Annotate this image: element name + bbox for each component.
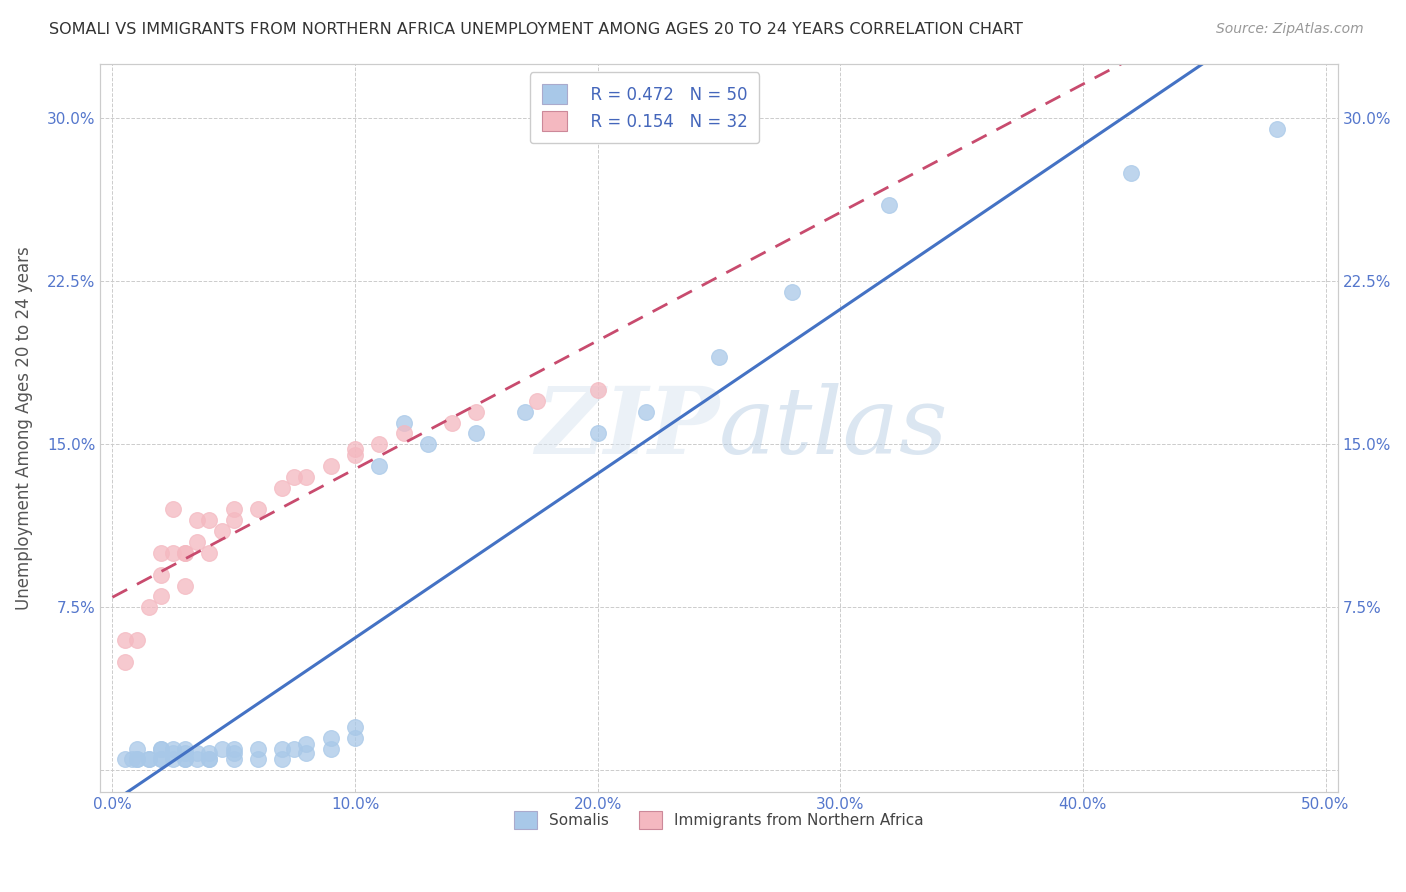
Point [198, 546, 221, 560]
Point [125, 752, 148, 766]
Point [198, 752, 221, 766]
Point [114, 632, 136, 647]
Point [149, 752, 172, 766]
Point [138, 600, 160, 615]
Point [162, 746, 184, 760]
Point [877, 198, 900, 212]
Point [149, 741, 172, 756]
Point [149, 752, 172, 766]
Point [186, 535, 208, 549]
Point [222, 513, 245, 527]
Point [149, 567, 172, 582]
Point [186, 513, 208, 527]
Point [174, 752, 197, 766]
Point [343, 731, 366, 745]
Point [295, 746, 318, 760]
Point [368, 437, 391, 451]
Point [138, 752, 160, 766]
Point [295, 470, 318, 484]
Point [271, 752, 294, 766]
Point [319, 741, 342, 756]
Point [114, 752, 136, 766]
Text: atlas: atlas [718, 383, 949, 473]
Text: ZIP: ZIP [534, 383, 718, 473]
Point [392, 426, 415, 441]
Point [465, 426, 488, 441]
Point [149, 741, 172, 756]
Point [125, 752, 148, 766]
Point [198, 746, 221, 760]
Point [271, 481, 294, 495]
Point [465, 405, 488, 419]
Point [211, 741, 233, 756]
Point [222, 741, 245, 756]
Point [174, 578, 197, 592]
Legend: Somalis, Immigrants from Northern Africa: Somalis, Immigrants from Northern Africa [508, 805, 931, 835]
Point [246, 752, 269, 766]
Point [162, 502, 184, 516]
Point [246, 502, 269, 516]
Point [526, 393, 548, 408]
Point [198, 513, 221, 527]
Point [283, 741, 305, 756]
Point [368, 458, 391, 473]
Point [295, 737, 318, 751]
Point [121, 752, 143, 766]
Point [271, 741, 294, 756]
Point [636, 405, 658, 419]
Point [1265, 122, 1288, 136]
Point [246, 741, 269, 756]
Point [198, 752, 221, 766]
Point [162, 752, 184, 766]
Point [138, 752, 160, 766]
Text: Source: ZipAtlas.com: Source: ZipAtlas.com [1216, 22, 1364, 37]
Point [441, 416, 464, 430]
Point [586, 383, 609, 397]
Point [186, 746, 208, 760]
Point [222, 752, 245, 766]
Point [343, 720, 366, 734]
Point [586, 426, 609, 441]
Point [149, 546, 172, 560]
Point [222, 746, 245, 760]
Point [283, 470, 305, 484]
Point [174, 546, 197, 560]
Point [125, 741, 148, 756]
Point [780, 285, 803, 300]
Point [319, 731, 342, 745]
Point [174, 746, 197, 760]
Point [707, 351, 730, 365]
Point [222, 502, 245, 516]
Point [174, 546, 197, 560]
Point [343, 448, 366, 462]
Point [416, 437, 439, 451]
Point [125, 632, 148, 647]
Point [149, 590, 172, 604]
Point [343, 442, 366, 456]
Y-axis label: Unemployment Among Ages 20 to 24 years: Unemployment Among Ages 20 to 24 years [15, 246, 32, 610]
Text: SOMALI VS IMMIGRANTS FROM NORTHERN AFRICA UNEMPLOYMENT AMONG AGES 20 TO 24 YEARS: SOMALI VS IMMIGRANTS FROM NORTHERN AFRIC… [49, 22, 1024, 37]
Point [162, 741, 184, 756]
Point [162, 546, 184, 560]
Point [392, 416, 415, 430]
Point [1121, 166, 1143, 180]
Point [174, 741, 197, 756]
Point [319, 458, 342, 473]
Point [211, 524, 233, 539]
Point [114, 655, 136, 669]
Point [174, 752, 197, 766]
Point [513, 405, 536, 419]
Point [186, 752, 208, 766]
